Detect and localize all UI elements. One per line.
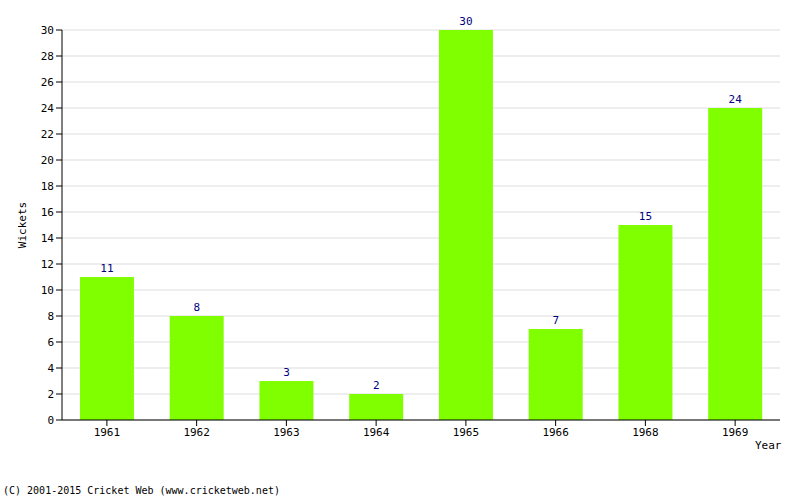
svg-text:1963: 1963	[273, 426, 300, 439]
svg-text:10: 10	[41, 284, 54, 297]
svg-text:11: 11	[100, 262, 113, 275]
svg-text:4: 4	[47, 362, 54, 375]
svg-text:1966: 1966	[542, 426, 569, 439]
svg-text:15: 15	[639, 210, 652, 223]
svg-text:20: 20	[41, 154, 54, 167]
svg-text:24: 24	[41, 102, 55, 115]
svg-text:2: 2	[47, 388, 54, 401]
svg-text:12: 12	[41, 258, 54, 271]
svg-text:18: 18	[41, 180, 54, 193]
svg-text:24: 24	[729, 93, 743, 106]
svg-text:30: 30	[459, 15, 472, 28]
svg-text:Wickets: Wickets	[16, 202, 29, 248]
svg-text:8: 8	[47, 310, 54, 323]
svg-text:1961: 1961	[94, 426, 121, 439]
svg-text:22: 22	[41, 128, 54, 141]
svg-text:7: 7	[552, 314, 559, 327]
html-text:(C) 2001-2015 Cricket Web (www: (C) 2001-2015 Cricket Web (www.cricketwe…	[3, 485, 280, 496]
svg-text:6: 6	[47, 336, 54, 349]
svg-text:1962: 1962	[183, 426, 210, 439]
svg-text:2: 2	[373, 379, 380, 392]
svg-text:1969: 1969	[722, 426, 749, 439]
svg-text:16: 16	[41, 206, 54, 219]
svg-text:28: 28	[41, 50, 54, 63]
svg-text:1965: 1965	[453, 426, 480, 439]
html-text:Year: Year	[755, 439, 782, 452]
svg-text:0: 0	[47, 414, 54, 427]
svg-text:3: 3	[283, 366, 290, 379]
svg-text:1964: 1964	[363, 426, 390, 439]
svg-text:8: 8	[193, 301, 200, 314]
svg-text:14: 14	[41, 232, 55, 245]
svg-text:1968: 1968	[632, 426, 659, 439]
svg-text:30: 30	[41, 24, 54, 37]
svg-text:26: 26	[41, 76, 54, 89]
